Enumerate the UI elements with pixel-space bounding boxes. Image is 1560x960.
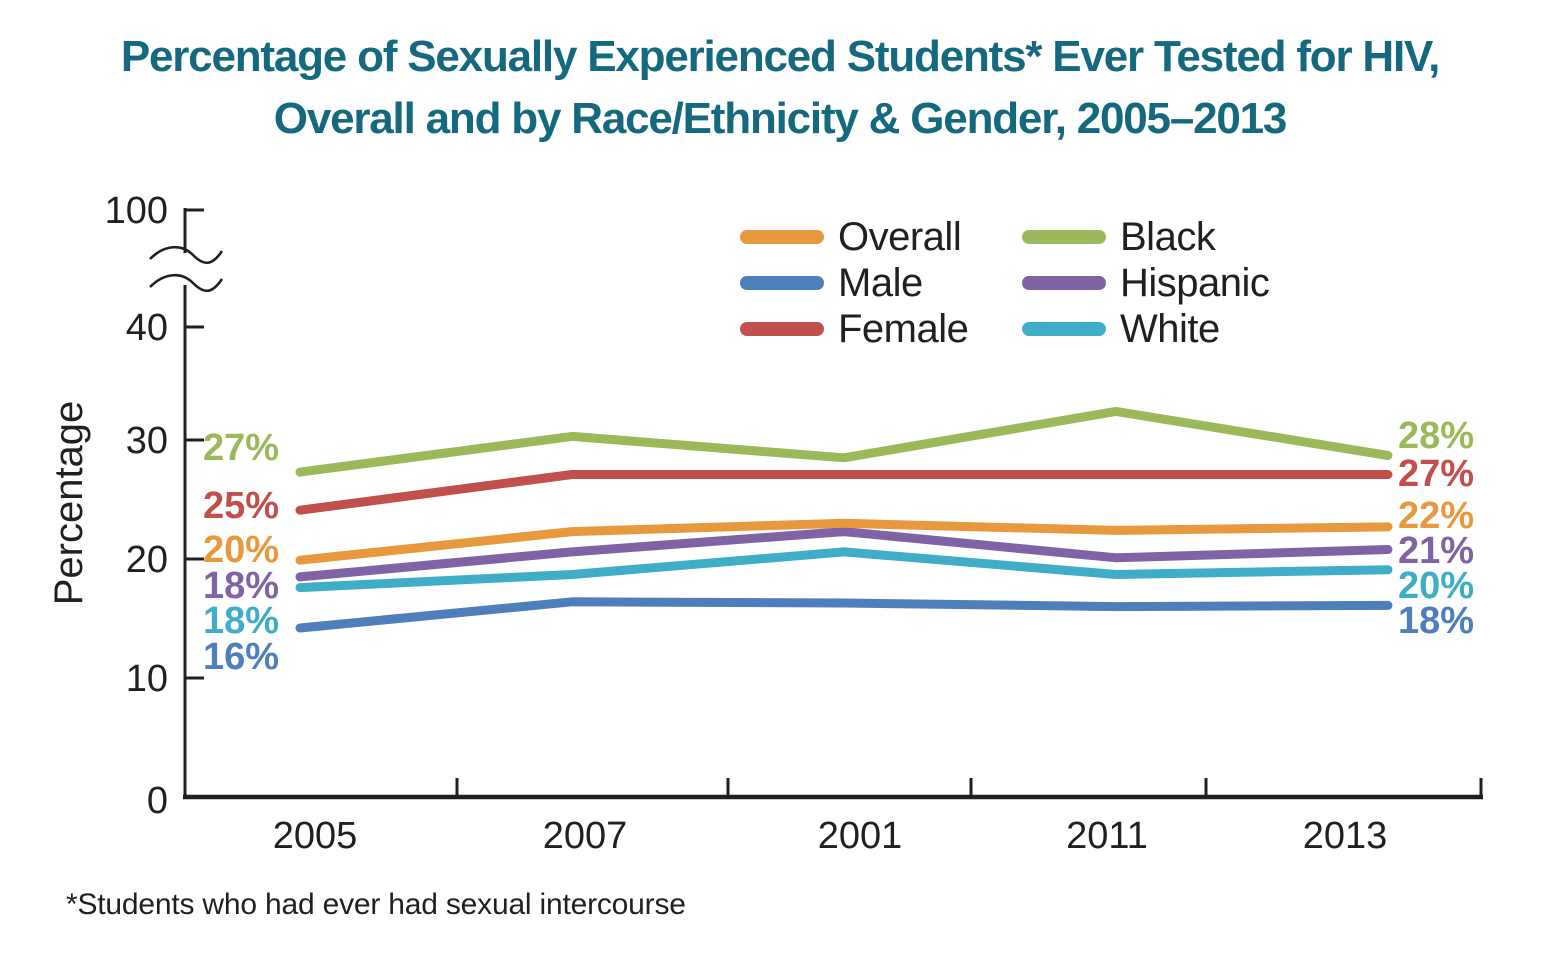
end-value-label-black: 28% [1398, 415, 1474, 457]
axis-break-squiggle-bottom [149, 273, 224, 293]
series-line-male [295, 597, 1393, 633]
start-value-label-hispanic: 18% [203, 565, 279, 607]
start-value-label-male: 16% [203, 636, 279, 678]
y-tick-label-30: 30 [126, 420, 168, 462]
chart-title: Percentage of Sexually Experienced Stude… [0, 26, 1560, 150]
y-axis-title: Percentage [47, 401, 91, 606]
end-value-label-female: 27% [1398, 453, 1474, 495]
end-value-label-hispanic: 21% [1398, 530, 1474, 572]
chart-title-line2: Overall and by Race/Ethnicity & Gender, … [273, 94, 1288, 143]
start-value-label-black: 27% [203, 427, 279, 469]
y-tick-label-100: 100 [105, 190, 168, 232]
x-tick-label-2011: 2011 [1066, 815, 1148, 857]
y-tick-label-40: 40 [126, 307, 168, 349]
start-value-label-overall: 20% [203, 529, 279, 571]
start-value-label-white: 18% [203, 600, 279, 642]
axis-break-squiggle-top [149, 245, 224, 265]
chart-title-line1: Percentage of Sexually Experienced Stude… [120, 32, 1440, 81]
y-tick-label-20: 20 [126, 539, 168, 581]
x-tick-label-2005: 2005 [273, 815, 358, 857]
series-line-white [295, 547, 1393, 593]
end-value-label-white: 20% [1398, 565, 1474, 607]
series-line-black [295, 406, 1393, 477]
footnote: *Students who had ever had sexual interc… [66, 888, 686, 921]
percent-labels: 20%22%16%18%25%27%27% 28%18%21%18%20% [203, 415, 1474, 678]
y-tick-label-10: 10 [126, 658, 168, 700]
y-tick-label-0: 0 [147, 780, 168, 822]
axes [149, 208, 1483, 800]
series-line-overall [295, 518, 1393, 565]
x-tick-label-2007: 2007 [543, 815, 628, 857]
x-tick-label-2001: 2001 [818, 815, 903, 857]
series-lines [295, 406, 1393, 633]
end-value-label-male: 18% [1398, 600, 1474, 642]
end-value-label-overall: 22% [1398, 495, 1474, 537]
x-tick-label-2013: 2013 [1303, 815, 1388, 857]
series-line-hispanic [295, 527, 1393, 582]
start-value-label-female: 25% [203, 485, 279, 527]
series-line-female [295, 470, 1393, 515]
